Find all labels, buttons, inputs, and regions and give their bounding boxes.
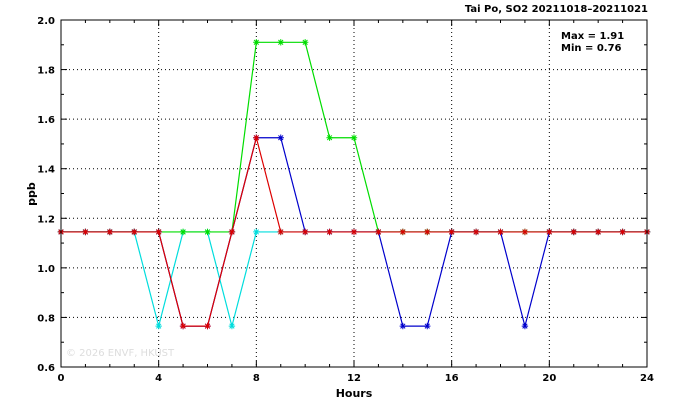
data-point xyxy=(399,322,407,330)
y-tick-label: 1.8 xyxy=(37,66,55,77)
x-tick-label: 8 xyxy=(253,373,260,384)
y-tick-label: 0.6 xyxy=(37,363,55,374)
ticks: 0 4 8 12 16 20 24 0.6 0.8 1.0 1.2 1.4 1.6 1.8 2.0 xyxy=(37,16,654,384)
data-point xyxy=(326,134,333,141)
data-point xyxy=(228,322,236,330)
y-tick-label: 2.0 xyxy=(37,16,55,27)
y-axis-label: ppb xyxy=(25,182,38,206)
data-point xyxy=(521,322,529,330)
watermark: © 2026 ENVF, HKUST xyxy=(66,348,175,359)
data-point xyxy=(424,322,431,330)
data-point xyxy=(277,39,284,46)
grid xyxy=(61,20,647,367)
data-point xyxy=(399,228,407,236)
chart-title: Tai Po, SO2 20211018–20211021 xyxy=(465,4,648,15)
data-point xyxy=(106,228,114,236)
data-point xyxy=(253,228,260,236)
data-point xyxy=(253,134,260,141)
data-point xyxy=(570,228,577,236)
data-point xyxy=(619,228,626,236)
min-annotation: Min = 0.76 xyxy=(561,43,622,54)
x-tick-label: 16 xyxy=(445,373,459,384)
data-point xyxy=(179,228,187,236)
data-point xyxy=(277,134,284,141)
data-point xyxy=(204,228,211,236)
y-tick-label: 1.6 xyxy=(37,115,55,126)
data-point xyxy=(277,228,284,236)
y-tick-label: 1.0 xyxy=(37,264,55,275)
y-tick-label: 1.2 xyxy=(37,214,55,225)
data-point xyxy=(594,228,602,236)
max-annotation: Max = 1.91 xyxy=(561,31,624,42)
x-tick-label: 20 xyxy=(542,373,556,384)
data-point xyxy=(82,228,89,236)
x-tick-label: 24 xyxy=(640,373,654,384)
series-line xyxy=(61,231,647,329)
data-point xyxy=(131,228,138,236)
data-point xyxy=(179,322,187,330)
data-point xyxy=(521,228,529,236)
data-point xyxy=(155,322,162,330)
y-tick-label: 0.8 xyxy=(37,313,55,324)
data-point xyxy=(301,228,309,236)
x-axis-label: Hours xyxy=(336,387,373,400)
data-point xyxy=(497,228,504,236)
y-tick-label: 1.4 xyxy=(37,165,55,176)
data-point xyxy=(448,228,455,236)
data-point xyxy=(228,228,236,236)
data-point xyxy=(350,228,358,236)
data-point xyxy=(204,322,211,330)
series-layer xyxy=(57,39,651,330)
data-point xyxy=(375,228,382,236)
data-point xyxy=(350,134,358,141)
data-point xyxy=(424,228,431,236)
data-point xyxy=(472,228,480,236)
x-tick-label: 4 xyxy=(155,373,162,384)
data-point xyxy=(546,228,553,236)
data-point xyxy=(301,39,309,46)
data-point xyxy=(155,228,162,236)
data-point xyxy=(253,39,260,46)
data-point xyxy=(326,228,333,236)
x-tick-label: 12 xyxy=(347,373,361,384)
x-tick-label: 0 xyxy=(58,373,65,384)
